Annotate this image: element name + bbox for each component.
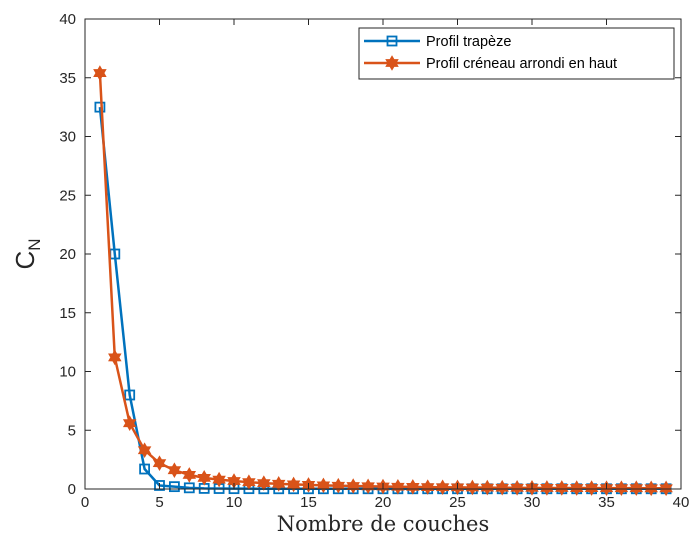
y-tick-label: 5 (68, 422, 76, 439)
data-point (137, 442, 152, 459)
x-tick-label: 5 (155, 494, 163, 511)
data-point (271, 476, 286, 492)
data-point (569, 480, 584, 496)
data-point (614, 480, 629, 496)
data-point (435, 479, 450, 496)
data-point (94, 101, 106, 113)
data-point (139, 463, 151, 475)
data-point (124, 389, 136, 401)
y-tick-label: 20 (59, 246, 76, 263)
data-point (167, 462, 182, 478)
legend-marker-creneau (385, 55, 399, 71)
data-point (168, 481, 180, 493)
data-point (480, 479, 495, 496)
x-tick-label: 0 (81, 494, 89, 511)
y-tick-label: 15 (59, 305, 76, 322)
data-point (495, 479, 509, 496)
y-tick-label: 10 (59, 364, 76, 381)
data-point (510, 480, 524, 496)
data-point (122, 415, 137, 431)
data-point (465, 479, 480, 496)
y-axis-label-subscript: N (25, 238, 44, 250)
data-point (182, 467, 197, 483)
x-tick-label: 25 (449, 494, 466, 511)
x-tick-label: 10 (226, 494, 243, 511)
data-point (257, 475, 271, 491)
legend-box (358, 27, 675, 80)
tick-layer: 0 5 10 15 20 25 30 35 40 0 5 10 15 20 25 30 35 40 (59, 11, 689, 511)
data-point (197, 470, 211, 486)
data-point (152, 455, 167, 471)
y-tick-label: 35 (59, 70, 76, 87)
x-tick-label: 15 (300, 494, 317, 511)
data-point (555, 480, 569, 496)
legend-label-trapeze: Profil trapèze (426, 34, 511, 50)
data-point (391, 478, 405, 495)
y-axis-label: CN (10, 238, 44, 269)
y-tick-label: 0 (68, 481, 76, 498)
y-tick-label: 30 (59, 129, 76, 146)
data-point (154, 480, 165, 491)
data-point (93, 65, 107, 81)
data-point (361, 478, 375, 495)
data-point (346, 478, 360, 494)
x-tick-label: 20 (375, 494, 392, 511)
y-axis-label-main: C (10, 251, 40, 270)
data-point (420, 479, 435, 495)
legend-star-shape (385, 55, 399, 71)
data-point (629, 480, 644, 496)
data-point (212, 471, 226, 488)
data-point (108, 349, 122, 366)
plot-area (85, 19, 681, 489)
data-point (183, 482, 195, 494)
legend: Profil trapèze Profil créneau arrondi en… (358, 27, 675, 80)
data-point (644, 480, 658, 497)
data-point (584, 480, 599, 496)
legend-label-creneau: Profil créneau arrondi en haut (426, 56, 617, 72)
legend-marker-trapeze (386, 35, 398, 47)
data-point (286, 476, 301, 493)
x-axis-label: Nombre de couches (277, 512, 489, 536)
x-tick-label: 30 (524, 494, 541, 511)
data-point (406, 479, 420, 495)
y-tick-label: 40 (59, 11, 76, 28)
x-tick-label: 40 (673, 494, 690, 511)
data-point (540, 480, 554, 496)
data-point (659, 480, 673, 497)
x-tick-label: 35 (598, 494, 615, 511)
y-tick-label: 25 (59, 187, 76, 204)
